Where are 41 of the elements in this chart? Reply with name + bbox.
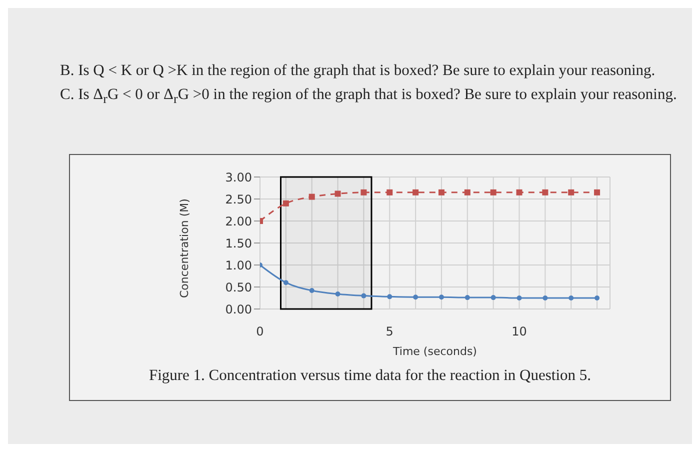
point bbox=[387, 294, 392, 300]
y-tick-label: 2.50 bbox=[225, 192, 252, 206]
point bbox=[309, 288, 314, 294]
point bbox=[542, 189, 548, 196]
point bbox=[490, 295, 496, 300]
point bbox=[516, 189, 522, 196]
text: C. Is Δ$_{r}$G < 0 or Δ$_{r}$G >0 in the region of the graph that is boxed? Be sure to explain your reasoning. bbox=[60, 85, 678, 108]
point bbox=[464, 189, 470, 196]
point bbox=[594, 296, 600, 300]
y-axis-title: Concentration (M) bbox=[178, 198, 191, 298]
y-tick-label: 2.00 bbox=[225, 214, 252, 228]
x-tick-label: 0 bbox=[256, 324, 264, 339]
point bbox=[282, 200, 289, 206]
text: B. Is Q < K or Q >K in the region of the graph that is boxed? Be sure to explain your reasoning. bbox=[60, 61, 656, 81]
x-axis-title: Time (seconds) bbox=[392, 345, 477, 358]
point bbox=[568, 296, 574, 300]
point bbox=[334, 190, 341, 197]
point bbox=[542, 296, 548, 300]
point bbox=[361, 293, 366, 298]
y-tick-label: 1.00 bbox=[225, 258, 252, 272]
y-tick-label: 3.00 bbox=[225, 170, 252, 184]
point bbox=[335, 292, 340, 297]
point bbox=[568, 189, 574, 196]
point bbox=[464, 295, 470, 300]
point bbox=[413, 294, 418, 300]
point bbox=[490, 189, 496, 196]
point bbox=[360, 189, 367, 196]
point bbox=[308, 194, 315, 200]
y-tick-label: 0.50 bbox=[225, 280, 252, 294]
point bbox=[412, 189, 419, 196]
x-tick-label: 5 bbox=[386, 324, 394, 339]
point bbox=[438, 189, 444, 196]
caption: Figure 1. Concentration versus time data for the reaction in Question 5. bbox=[148, 367, 592, 385]
point bbox=[386, 189, 393, 196]
point bbox=[283, 280, 288, 286]
x-tick-label: 10 bbox=[512, 324, 527, 339]
y-tick-label: 1.50 bbox=[225, 236, 252, 250]
point bbox=[594, 189, 600, 196]
point bbox=[516, 296, 522, 300]
y-tick-label: 0.00 bbox=[225, 302, 252, 316]
point bbox=[438, 294, 444, 300]
